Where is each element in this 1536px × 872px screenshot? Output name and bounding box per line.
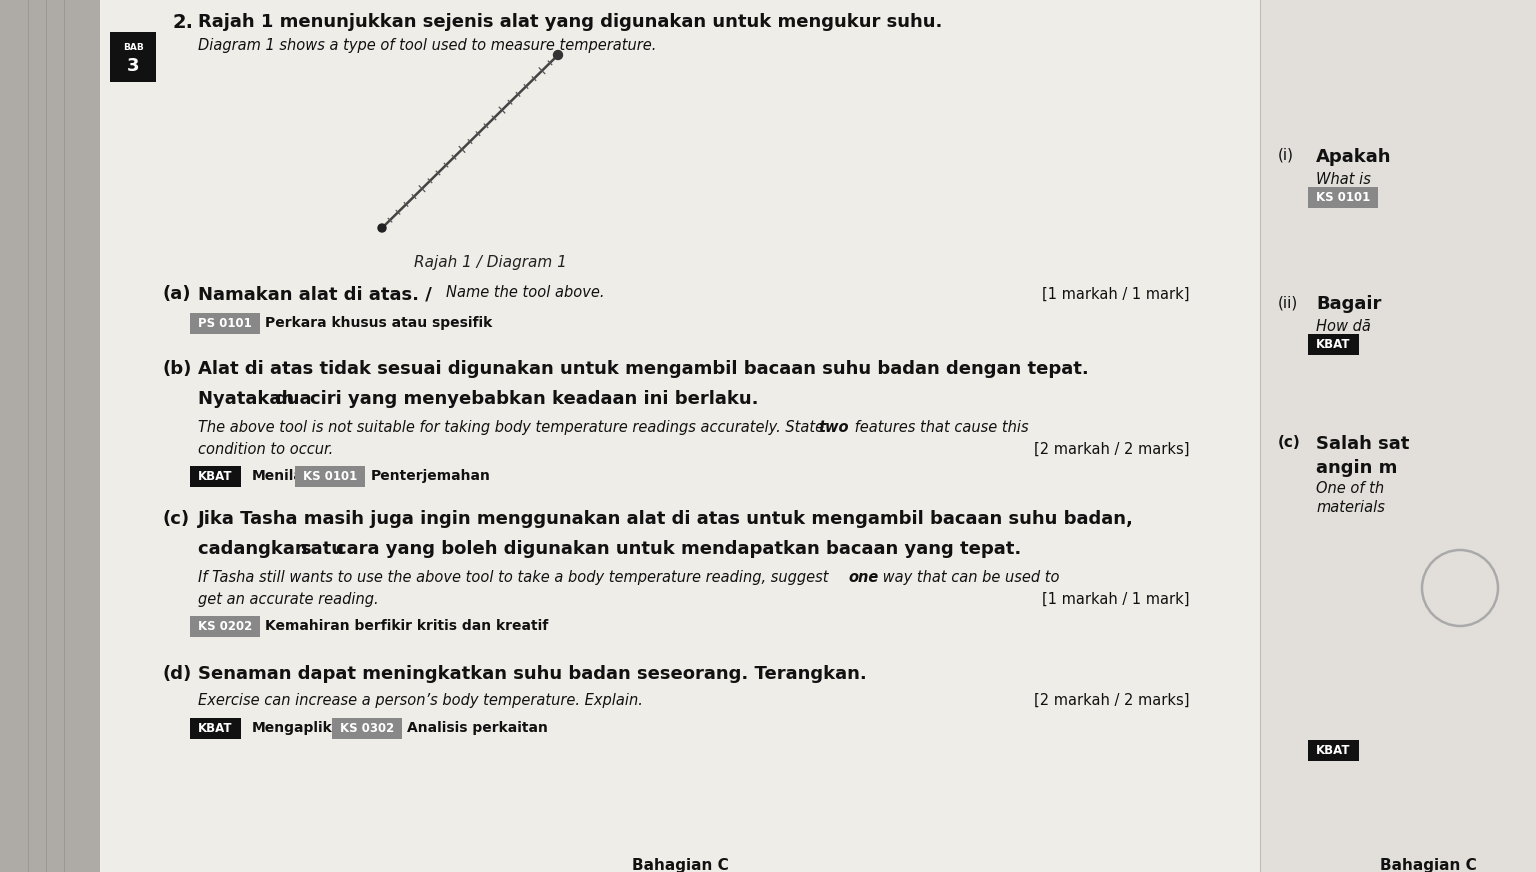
Text: Exercise can increase a person’s body temperature. Explain.: Exercise can increase a person’s body te…	[198, 693, 644, 708]
Text: KS 0101: KS 0101	[1316, 190, 1370, 203]
Text: Bahagian C: Bahagian C	[1379, 858, 1476, 872]
Text: (ii): (ii)	[1278, 295, 1298, 310]
Text: Analisis perkaitan: Analisis perkaitan	[407, 721, 548, 735]
Text: (b): (b)	[161, 360, 192, 378]
Bar	[190, 466, 241, 487]
Text: dua: dua	[273, 390, 312, 408]
Text: Rajah 1 menunjukkan sejenis alat yang digunakan untuk mengukur suhu.: Rajah 1 menunjukkan sejenis alat yang di…	[198, 13, 943, 31]
Text: KS 0101: KS 0101	[303, 469, 358, 482]
Bar	[190, 312, 260, 333]
Text: (i): (i)	[1278, 148, 1293, 163]
Text: KBAT: KBAT	[198, 721, 232, 734]
Text: PS 0101: PS 0101	[198, 317, 252, 330]
Text: Penterjemahan: Penterjemahan	[370, 469, 490, 483]
Text: condition to occur.: condition to occur.	[198, 442, 333, 457]
Bar	[0, 0, 100, 872]
Bar	[1309, 333, 1358, 355]
Text: How dā: How dā	[1316, 319, 1370, 334]
Text: materials: materials	[1316, 500, 1385, 515]
Text: Apakah: Apakah	[1316, 148, 1392, 166]
Text: Alat di atas tidak sesuai digunakan untuk mengambil bacaan suhu badan dengan tep: Alat di atas tidak sesuai digunakan untu…	[198, 360, 1089, 378]
Text: KS 0302: KS 0302	[339, 721, 395, 734]
Text: Bahagian C: Bahagian C	[631, 858, 728, 872]
Text: Diagram 1 shows a type of tool used to measure temperature.: Diagram 1 shows a type of tool used to m…	[198, 38, 656, 53]
Bar	[332, 718, 402, 739]
Circle shape	[378, 224, 386, 232]
Text: What is: What is	[1316, 172, 1370, 187]
Text: If Tasha still wants to use the above tool to take a body temperature reading, s: If Tasha still wants to use the above to…	[198, 570, 833, 585]
Text: satu: satu	[300, 540, 344, 558]
Text: angin m: angin m	[1316, 459, 1398, 477]
Text: Senaman dapat meningkatkan suhu badan seseorang. Terangkan.: Senaman dapat meningkatkan suhu badan se…	[198, 665, 866, 683]
Text: ciri yang menyebabkan keadaan ini berlaku.: ciri yang menyebabkan keadaan ini berlak…	[310, 390, 759, 408]
Text: KBAT: KBAT	[198, 469, 232, 482]
Text: (c): (c)	[1278, 435, 1301, 450]
Text: two: two	[819, 420, 848, 435]
Text: KBAT: KBAT	[1316, 744, 1350, 757]
Text: Nyatakan: Nyatakan	[198, 390, 301, 408]
Text: The above tool is not suitable for taking body temperature readings accurately. : The above tool is not suitable for takin…	[198, 420, 829, 435]
Text: cara yang boleh digunakan untuk mendapatkan bacaan yang tepat.: cara yang boleh digunakan untuk mendapat…	[336, 540, 1021, 558]
Text: cadangkan: cadangkan	[198, 540, 313, 558]
Text: [1 markah / 1 mark]: [1 markah / 1 mark]	[1043, 287, 1190, 302]
Bar	[1309, 739, 1358, 760]
Text: KS 0202: KS 0202	[198, 619, 252, 632]
Text: get an accurate reading.: get an accurate reading.	[198, 592, 379, 607]
Text: features that cause this: features that cause this	[849, 420, 1029, 435]
Text: Mengaplikasi: Mengaplikasi	[252, 721, 355, 735]
Text: Kemahiran berfikir kritis dan kreatif: Kemahiran berfikir kritis dan kreatif	[266, 619, 548, 633]
Text: one: one	[848, 570, 879, 585]
Text: Bagair: Bagair	[1316, 295, 1381, 313]
Bar	[295, 466, 366, 487]
Text: Rajah 1 / Diagram 1: Rajah 1 / Diagram 1	[413, 255, 567, 270]
Text: [1 markah / 1 mark]: [1 markah / 1 mark]	[1043, 592, 1190, 607]
Text: BAB: BAB	[123, 43, 143, 52]
Text: (a): (a)	[161, 285, 190, 303]
Circle shape	[553, 51, 562, 59]
Text: One of th: One of th	[1316, 481, 1384, 496]
Text: [2 markah / 2 marks]: [2 markah / 2 marks]	[1035, 693, 1190, 708]
Bar	[100, 0, 1260, 872]
Text: Name the tool above.: Name the tool above.	[445, 285, 605, 300]
Text: Salah sat: Salah sat	[1316, 435, 1410, 453]
Text: Perkara khusus atau spesifik: Perkara khusus atau spesifik	[266, 316, 492, 330]
Text: (c): (c)	[161, 510, 189, 528]
Text: [2 markah / 2 marks]: [2 markah / 2 marks]	[1035, 442, 1190, 457]
Text: 2.: 2.	[172, 13, 194, 32]
Text: KBAT: KBAT	[1316, 337, 1350, 351]
Bar	[190, 718, 241, 739]
Bar	[111, 32, 157, 82]
Text: way that can be used to: way that can be used to	[879, 570, 1060, 585]
Bar	[1309, 187, 1378, 208]
Text: 3: 3	[127, 57, 140, 75]
Text: Namakan alat di atas. /: Namakan alat di atas. /	[198, 285, 438, 303]
Text: Menilai: Menilai	[252, 469, 309, 483]
Bar	[190, 616, 260, 637]
Text: (d): (d)	[161, 665, 192, 683]
Bar	[1260, 0, 1536, 872]
Text: Jika Tasha masih juga ingin menggunakan alat di atas untuk mengambil bacaan suhu: Jika Tasha masih juga ingin menggunakan …	[198, 510, 1134, 528]
